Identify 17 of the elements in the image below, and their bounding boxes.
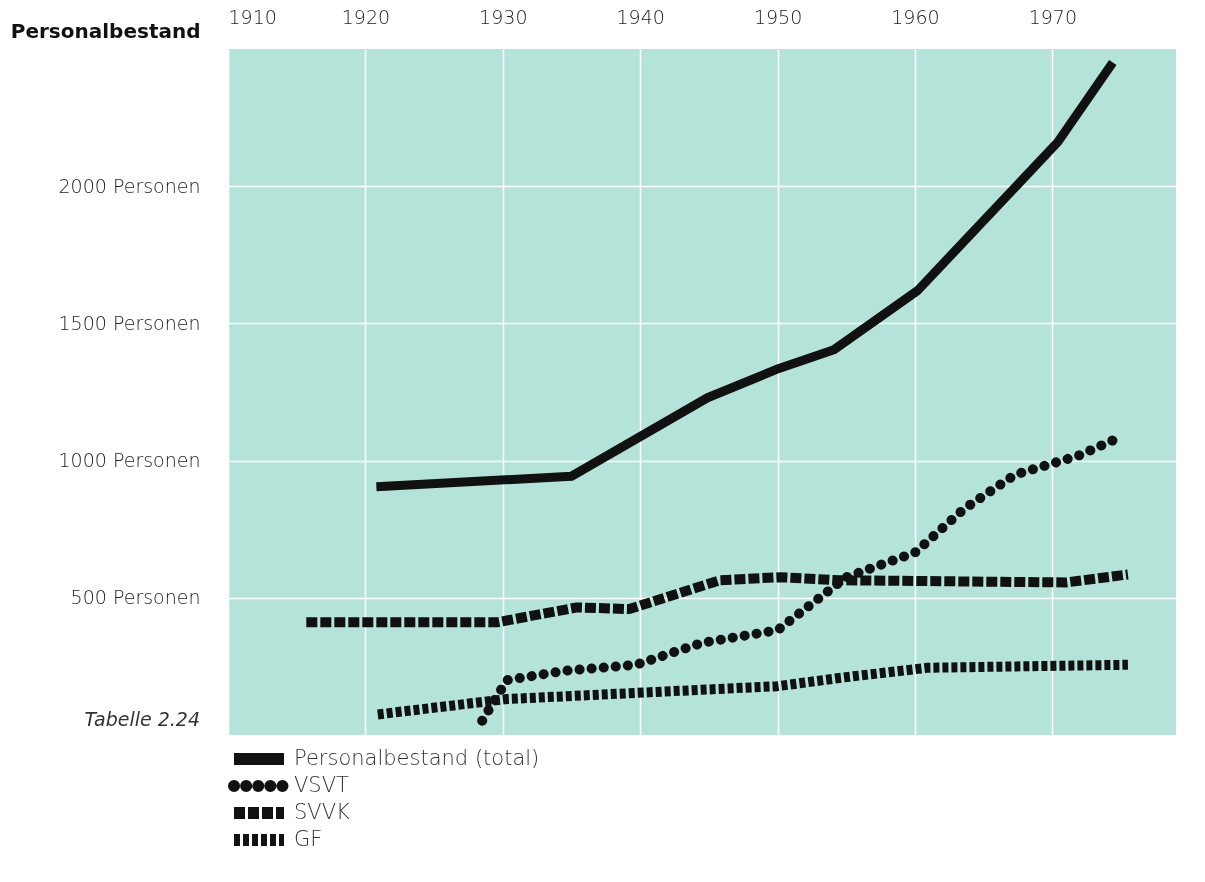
x-tick-label: 1950 — [753, 5, 803, 28]
x-tick-label: 1940 — [616, 5, 665, 28]
x-tick-label: 1970 — [1028, 5, 1078, 28]
y-tick-label: 500 Personen — [70, 586, 201, 609]
y-axis-title: Personalbestand — [10, 18, 201, 43]
legend-label: SVVK — [294, 800, 351, 824]
y-tick-label: 1500 Personen — [58, 311, 201, 334]
legend-label: VSVT — [294, 773, 350, 797]
x-tick-label: 1930 — [479, 5, 528, 28]
x-tick-label: 1910 — [228, 5, 277, 28]
x-tick-label: 1960 — [891, 5, 940, 28]
x-tick-label: 1920 — [341, 5, 391, 28]
y-tick-label: 1000 Personen — [58, 449, 201, 472]
y-tick-label: 2000 Personen — [58, 174, 201, 197]
legend-label: Personalbestand (total) — [294, 746, 540, 770]
legend-label: GF — [294, 827, 323, 851]
text: Tabelle 2.24 — [84, 708, 200, 730]
